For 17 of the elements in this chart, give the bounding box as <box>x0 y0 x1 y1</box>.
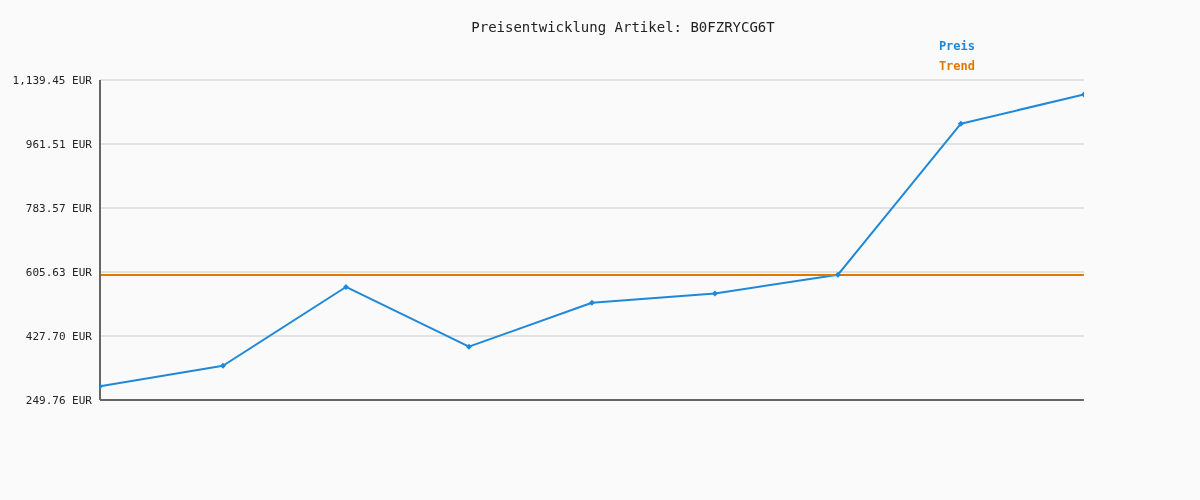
point <box>465 343 472 350</box>
y-tick-label: 427.70 EUR <box>25 329 93 343</box>
text: Trend <box>938 58 975 75</box>
point <box>219 362 226 369</box>
chart-title: Preisentwicklung Artikel: B0FZRYCG6T <box>470 19 776 35</box>
y-tick-label: 605.63 EUR <box>25 265 93 279</box>
point <box>588 299 595 306</box>
text: Preis <box>938 38 975 55</box>
point <box>342 283 349 290</box>
line-series <box>100 91 1084 390</box>
point <box>711 290 718 297</box>
y-tick-label: 1,139.45 EUR <box>12 73 93 87</box>
point <box>957 120 964 127</box>
y-tick-label: 961.51 EUR <box>25 137 93 151</box>
y-tick-label: 783.57 EUR <box>25 201 93 215</box>
y-tick-label: 249.76 EUR <box>25 393 93 407</box>
point <box>834 271 841 278</box>
